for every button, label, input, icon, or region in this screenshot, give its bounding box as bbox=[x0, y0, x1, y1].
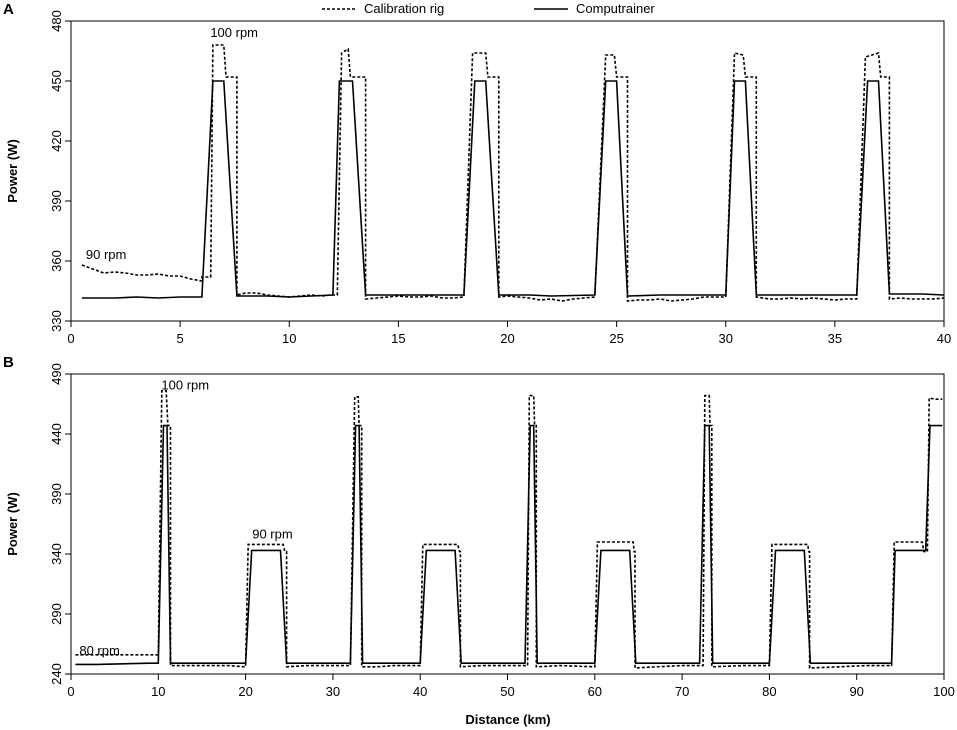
y-tick-label-a-420: 420 bbox=[49, 130, 64, 152]
x-tick-label-a-35: 35 bbox=[828, 331, 842, 346]
x-tick-label-a-15: 15 bbox=[391, 331, 405, 346]
series-line-a-computrainer bbox=[81, 80, 945, 299]
legend: Calibration rig Computrainer bbox=[322, 1, 655, 16]
y-tick-label-b-240: 240 bbox=[49, 663, 64, 685]
annotation-b-0: 80 rpm bbox=[79, 643, 119, 658]
x-tick-label-a-10: 10 bbox=[282, 331, 296, 346]
y-tick-label-a-330: 330 bbox=[49, 310, 64, 332]
series-line-b-computrainer bbox=[75, 424, 943, 666]
x-tick-label-b-100: 100 bbox=[933, 684, 955, 699]
y-tick-label-b-290: 290 bbox=[49, 603, 64, 625]
series-line-b-calibration-rig bbox=[75, 390, 943, 669]
x-tick-label-b-90: 90 bbox=[849, 684, 863, 699]
y-tick-label-a-450: 450 bbox=[49, 70, 64, 92]
x-tick-label-b-30: 30 bbox=[326, 684, 340, 699]
x-tick-label-b-80: 80 bbox=[762, 684, 776, 699]
x-tick-label-b-10: 10 bbox=[151, 684, 165, 699]
annotation-b-1: 90 rpm bbox=[252, 526, 292, 541]
panel-a: A Power (W) 330 360 390 420 450 480 0 5 10 15 20 25 30… bbox=[3, 1, 951, 346]
x-tick-label-b-40: 40 bbox=[413, 684, 427, 699]
panel-label-a: A bbox=[3, 1, 14, 18]
plot-frame-a bbox=[70, 20, 945, 322]
x-tick-label-b-20: 20 bbox=[238, 684, 252, 699]
annotation-a-1: 100 rpm bbox=[210, 25, 258, 40]
x-tick-label-b-70: 70 bbox=[675, 684, 689, 699]
y-axis-title-b: Power (W) bbox=[5, 492, 20, 556]
y-axis-title-a: Power (W) bbox=[5, 139, 20, 203]
x-tick-label-b-50: 50 bbox=[500, 684, 514, 699]
panel-b: B Power (W) 240 290 340 390 440 490 0 10 20 30 40 50 6… bbox=[3, 354, 955, 699]
y-tick-label-b-490: 490 bbox=[49, 363, 64, 385]
legend-label-computrainer: Computrainer bbox=[576, 1, 655, 16]
panel-label-b: B bbox=[3, 354, 14, 371]
x-axis-title: Distance (km) bbox=[465, 712, 550, 727]
y-tick-label-a-480: 480 bbox=[49, 10, 64, 32]
x-tick-label-a-20: 20 bbox=[500, 331, 514, 346]
x-tick-label-b-0: 0 bbox=[67, 684, 74, 699]
x-tick-label-a-30: 30 bbox=[719, 331, 733, 346]
annotation-a-0: 90 rpm bbox=[86, 247, 126, 262]
x-tick-label-a-40: 40 bbox=[937, 331, 951, 346]
y-tick-label-a-390: 390 bbox=[49, 190, 64, 212]
y-tick-label-b-340: 340 bbox=[49, 543, 64, 565]
annotation-b-2: 100 rpm bbox=[161, 378, 209, 393]
x-tick-label-a-25: 25 bbox=[609, 331, 623, 346]
legend-label-calibration-rig: Calibration rig bbox=[364, 1, 444, 16]
y-tick-label-a-360: 360 bbox=[49, 250, 64, 272]
x-tick-label-a-0: 0 bbox=[67, 331, 74, 346]
plot-frame-b bbox=[70, 373, 945, 675]
series-line-a-calibration-rig bbox=[81, 44, 945, 302]
x-tick-label-b-60: 60 bbox=[588, 684, 602, 699]
y-tick-label-b-440: 440 bbox=[49, 423, 64, 445]
x-tick-label-a-5: 5 bbox=[177, 331, 184, 346]
y-tick-label-b-390: 390 bbox=[49, 483, 64, 505]
